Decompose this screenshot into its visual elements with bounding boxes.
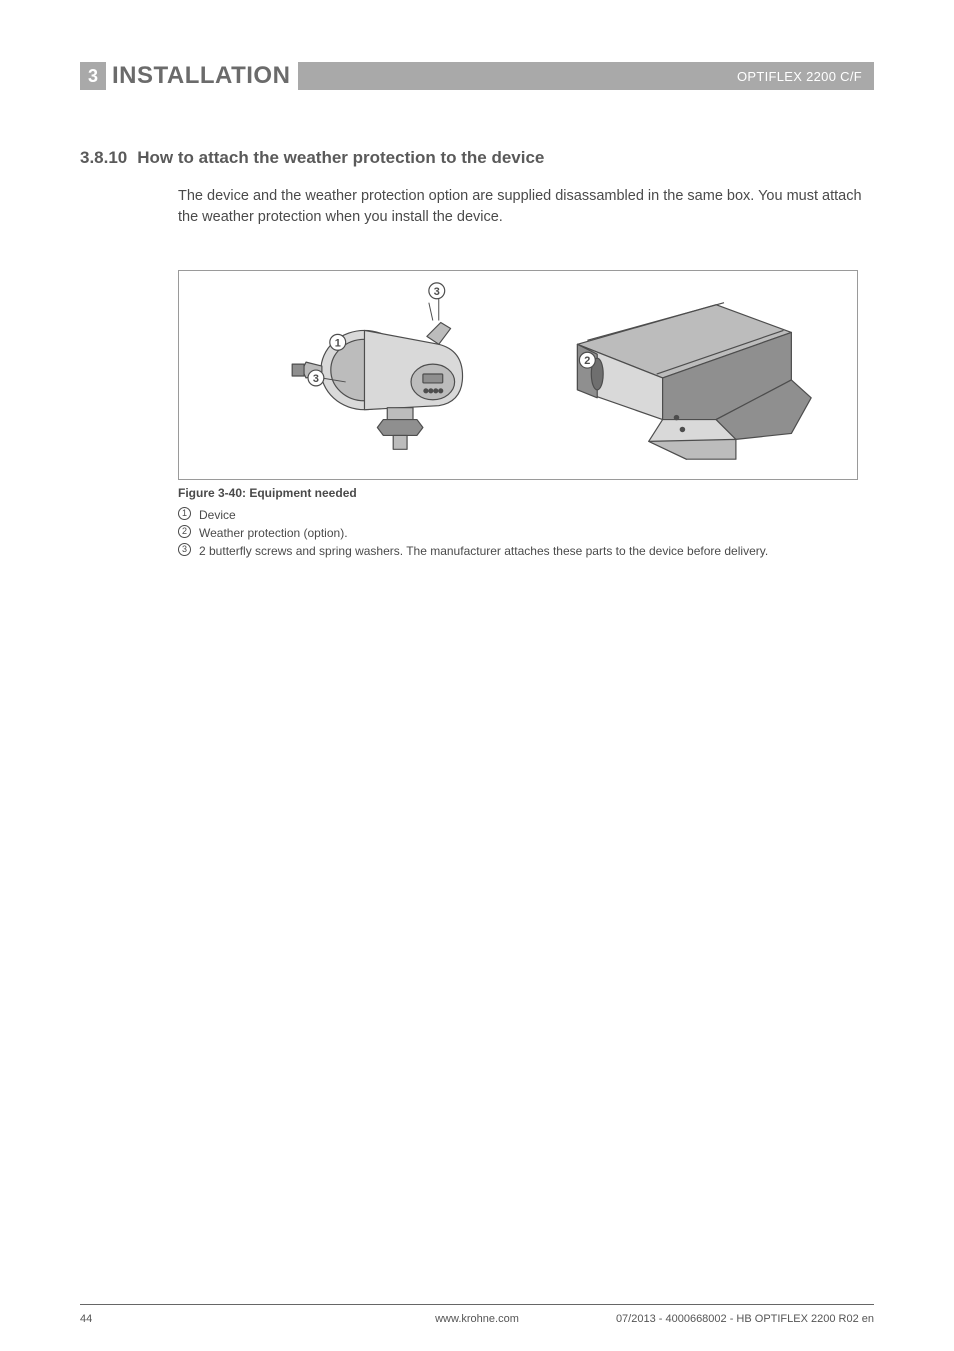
legend-text-3: 2 butterfly screws and spring washers. T… — [199, 542, 768, 560]
legend-num-2: 2 — [178, 525, 191, 538]
figure-box: 3 1 3 — [178, 270, 858, 480]
page-number: 44 — [80, 1313, 92, 1325]
legend-text-1: Device — [199, 506, 236, 524]
body-paragraph: The device and the weather protection op… — [178, 186, 872, 228]
figure-svg: 3 1 3 — [179, 271, 857, 479]
figure-callout-1: 1 — [335, 337, 341, 349]
figure-caption: Figure 3-40: Equipment needed — [178, 486, 357, 500]
legend-num-3: 3 — [178, 543, 191, 556]
header-bar: 3 INSTALLATION OPTIFLEX 2200 C/F — [80, 62, 874, 90]
header-stripe: OPTIFLEX 2200 C/F — [298, 62, 874, 90]
chapter-title: INSTALLATION — [106, 62, 298, 90]
section-heading: 3.8.10 How to attach the weather protect… — [80, 148, 544, 168]
legend-row: 1 Device — [178, 506, 768, 524]
legend-row: 2 Weather protection (option). — [178, 524, 768, 542]
legend-text-2: Weather protection (option). — [199, 524, 348, 542]
footer-rule — [80, 1304, 874, 1305]
footer: 44 www.krohne.com 07/2013 - 4000668002 -… — [80, 1313, 874, 1325]
product-label: OPTIFLEX 2200 C/F — [737, 69, 862, 84]
legend-row: 3 2 butterfly screws and spring washers.… — [178, 542, 768, 560]
figure-legend: 1 Device 2 Weather protection (option). … — [178, 506, 768, 560]
figure-callout-2: 2 — [584, 355, 590, 367]
section-number: 3.8.10 — [80, 148, 127, 168]
footer-docref: 07/2013 - 4000668002 - HB OPTIFLEX 2200 … — [616, 1313, 874, 1325]
footer-url: www.krohne.com — [435, 1313, 519, 1325]
legend-num-1: 1 — [178, 507, 191, 520]
figure-callout-3a: 3 — [434, 286, 440, 298]
section-title: How to attach the weather protection to … — [137, 148, 544, 168]
chapter-number-badge: 3 — [80, 62, 106, 90]
figure-callout-3b: 3 — [313, 373, 319, 385]
